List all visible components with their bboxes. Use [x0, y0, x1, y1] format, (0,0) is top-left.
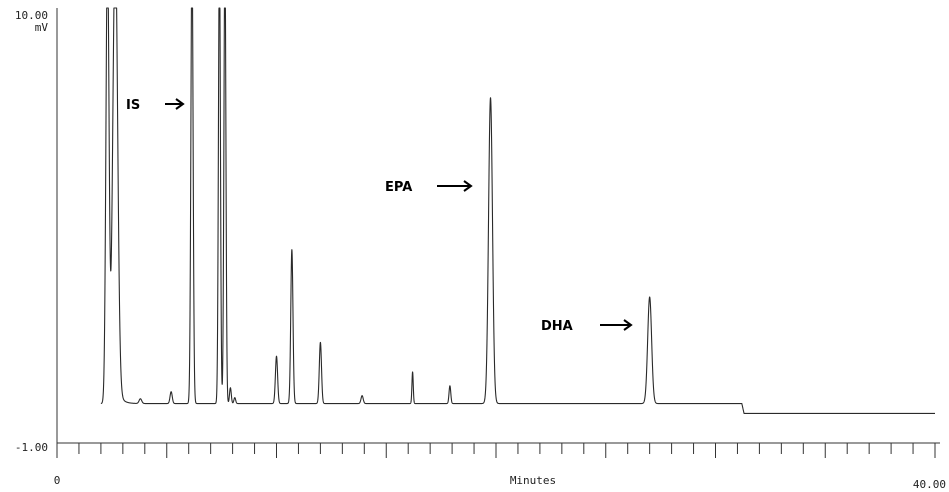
y-tick-label-top: 10.00 — [15, 9, 48, 22]
annotation-is-label: IS — [126, 98, 140, 113]
y-tick-label-bottom: -1.00 — [15, 441, 48, 454]
annotation-epa-label: EPA — [385, 180, 412, 195]
annotation-dha-arrow — [600, 319, 633, 331]
annotation-epa-arrow — [437, 180, 473, 192]
y-unit-label: mV — [35, 21, 49, 34]
annotation-dha-label: DHA — [541, 319, 573, 334]
peak-annotations: IS EPA DHA — [126, 98, 633, 334]
x-axis-label: Minutes — [510, 474, 556, 487]
x-tick-label-start: 0 — [54, 474, 61, 487]
annotation-is-arrow — [165, 98, 185, 110]
x-axis-ticks — [56, 443, 936, 458]
signal-trace — [100, 7, 936, 414]
x-tick-label-end: 40.00 — [913, 478, 946, 491]
